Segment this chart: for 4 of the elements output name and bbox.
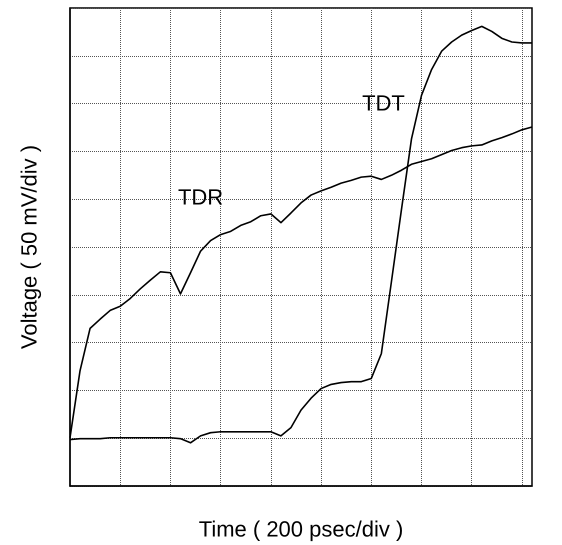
y-axis-title: Voltage ( 50 mV/div ) [16, 144, 42, 350]
series-label: TDR [178, 184, 224, 210]
series-label: TDT [362, 90, 405, 116]
x-axis-title: Time ( 200 psec/div ) [198, 516, 404, 542]
